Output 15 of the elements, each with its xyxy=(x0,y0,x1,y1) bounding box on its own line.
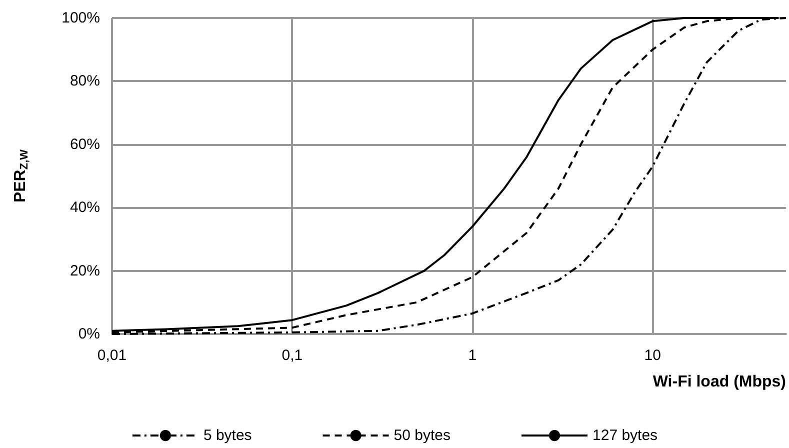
legend-label: 50 bytes xyxy=(394,427,451,444)
y-tick-label: 80% xyxy=(70,72,100,90)
y-tick-label: 20% xyxy=(70,262,100,280)
y-tick-label: 60% xyxy=(70,136,100,153)
x-tick-label: 0,01 xyxy=(97,347,127,364)
y-tick-label: 0% xyxy=(78,326,100,342)
legend-label: 5 bytes xyxy=(203,427,252,444)
x-axis-title: Wi-Fi load (Mbps) xyxy=(652,374,786,390)
y-tick-label: 40% xyxy=(70,199,100,216)
y-tick-label: 100% xyxy=(62,10,100,26)
x-tick-label: 1 xyxy=(468,347,477,364)
y-axis-title: PERZ,W xyxy=(12,148,30,203)
legend-label: 127 bytes xyxy=(592,427,658,444)
x-tick-label: 0,1 xyxy=(282,347,303,364)
x-tick-label: 10 xyxy=(644,347,661,364)
